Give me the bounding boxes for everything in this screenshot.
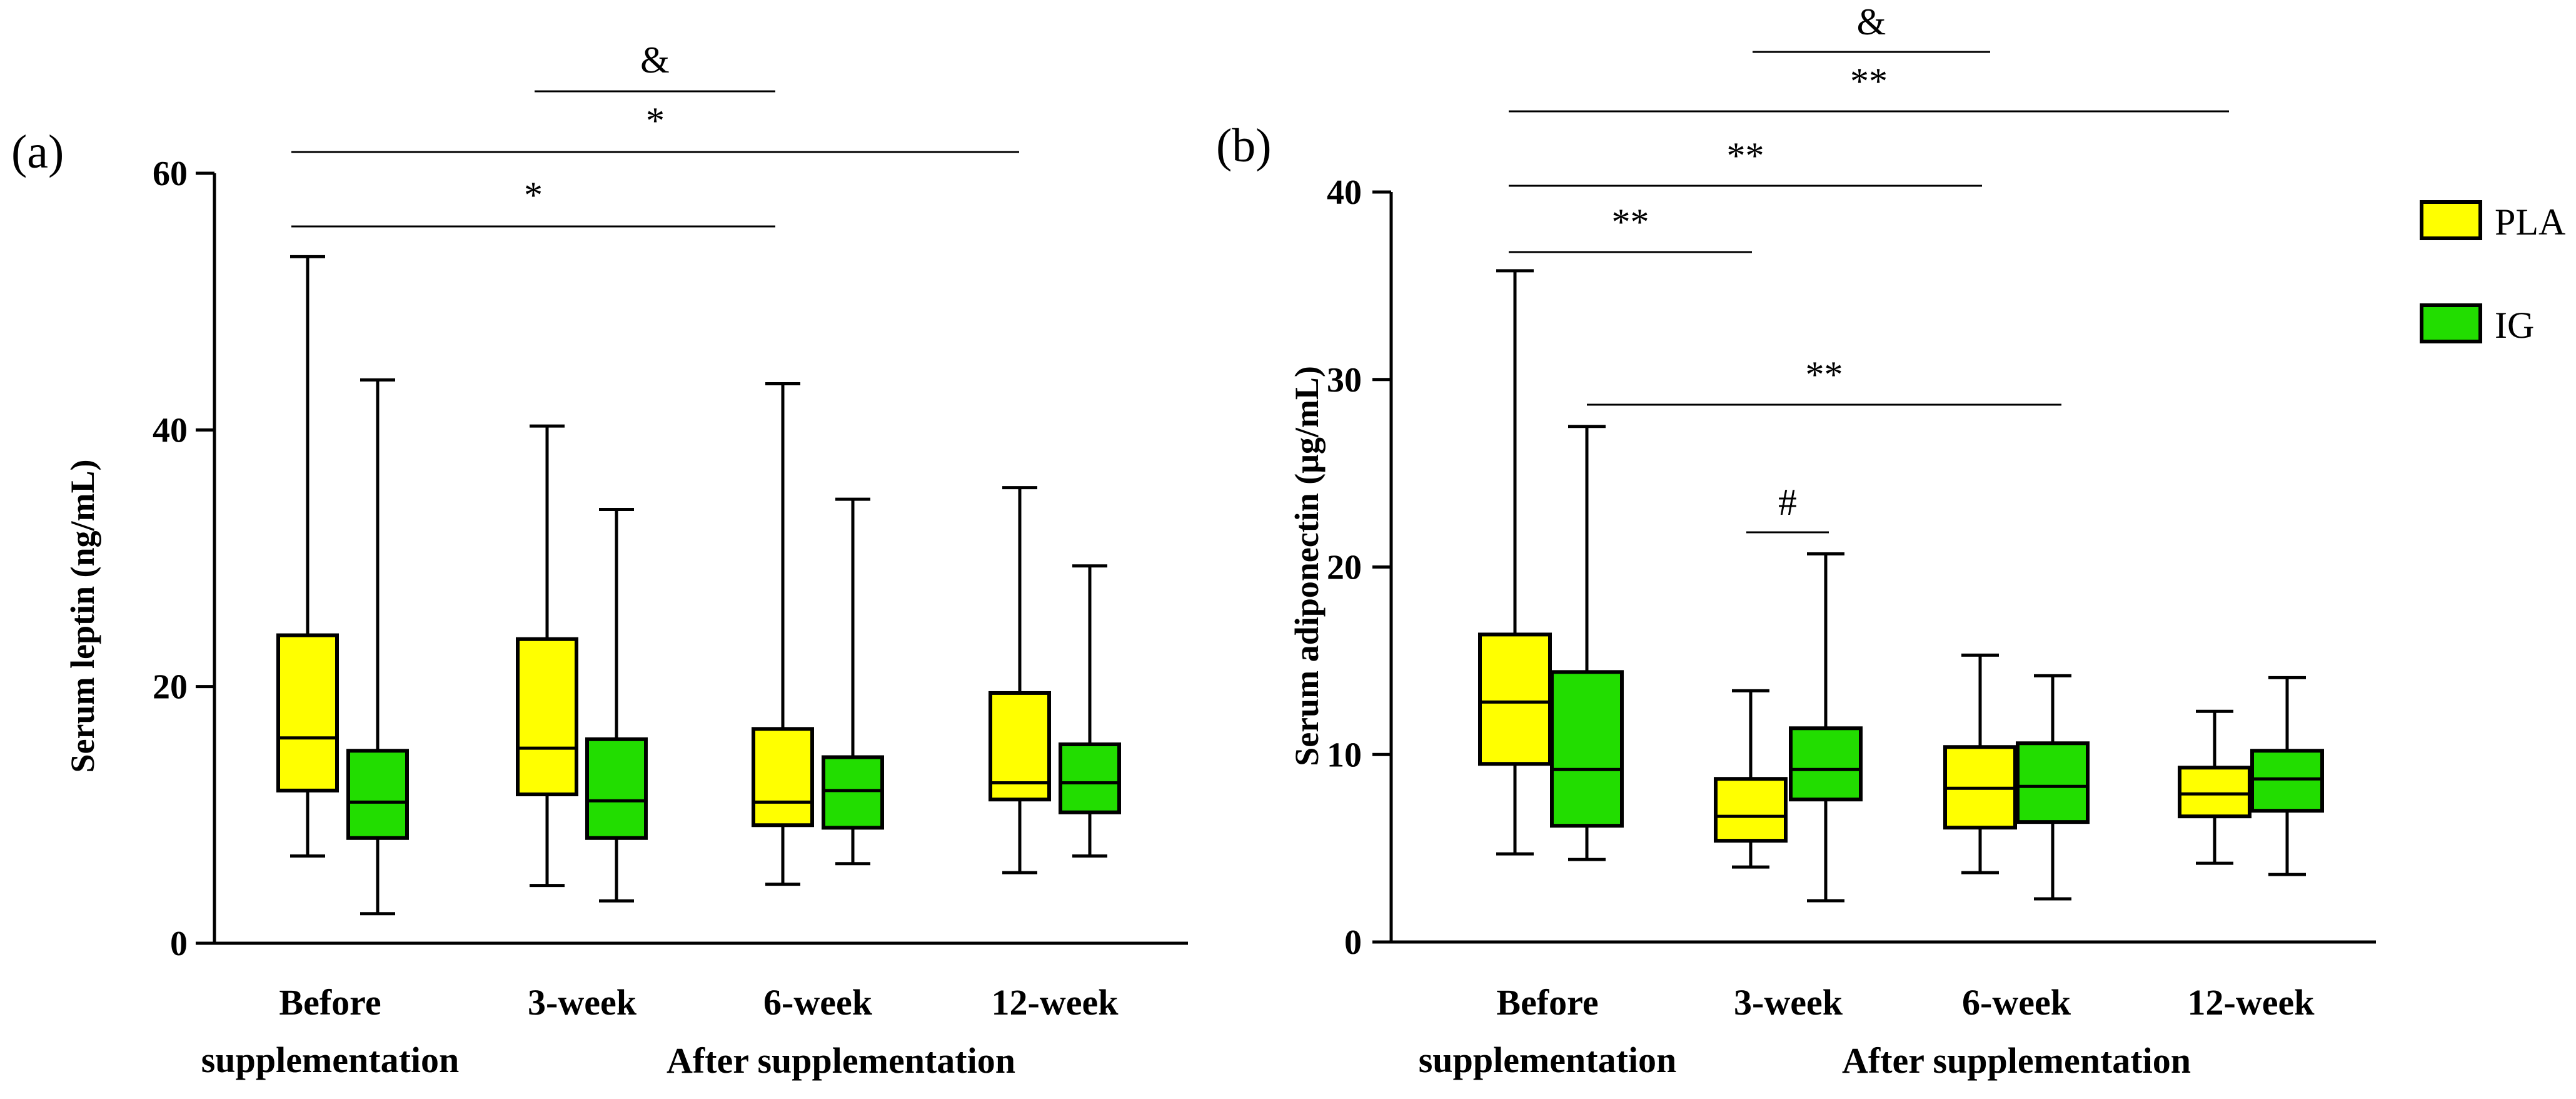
box-iqr (346, 749, 409, 840)
box-iqr (752, 727, 814, 828)
panel-b-category-label: Before (1496, 982, 1598, 1023)
panel-a-box-ig-1 (585, 508, 648, 903)
panel-b-box-pla-0 (1478, 269, 1552, 856)
panel-a-significance-label: * (646, 100, 665, 141)
legend-swatch-pla (2420, 200, 2482, 240)
panel-b-significance-label: ** (1806, 354, 1843, 395)
panel-b-box-ig-3 (2250, 676, 2324, 876)
panel-a-significance-label: & (640, 39, 670, 81)
box-iqr (1789, 726, 1863, 802)
panel-b-category-label: 6-week (1962, 982, 2071, 1023)
panel-a-y-tick-label: 40 (153, 411, 188, 450)
box-iqr (1550, 670, 1624, 828)
panel-b-y-tick-label: 20 (1327, 549, 1362, 587)
panel-b-category-label: 12-week (2188, 982, 2315, 1023)
panel-a-y-tick-label: 20 (153, 668, 188, 707)
panel-b-label: (b) (1216, 119, 1272, 172)
box-iqr (276, 633, 339, 793)
panel-b-box-pla-2 (1943, 653, 2017, 874)
panel-a-box-pla-0 (276, 255, 339, 858)
panel-a-x-axis-label: After supplementation (667, 1040, 1015, 1081)
legend-label-pla: PLA (2495, 201, 2565, 243)
panel-a-box-pla-1 (516, 424, 578, 888)
panel-a-category-label: supplementation (201, 1040, 460, 1080)
box-iqr (822, 755, 884, 830)
panel-a-category-label: 6-week (763, 982, 873, 1023)
panel-b-significance-label: ** (1850, 61, 1888, 102)
panel-a-label: (a) (11, 126, 64, 178)
panel-a-box-ig-0 (346, 378, 409, 916)
panel-a-box-pla-2 (752, 382, 814, 886)
panel-b-y-axis-label: Serum adiponectin (μg/mL) (1288, 366, 1326, 766)
box-iqr (1714, 777, 1788, 843)
panel-b-significance-label: & (1857, 1, 1886, 43)
panel-b-plot: 0 10 20 30 40 Before supplementation 3-week 6-we… (1327, 1, 2376, 1080)
panel-b-significance-label: # (1778, 482, 1797, 523)
panel-b-box-pla-3 (2178, 709, 2251, 865)
panel-a-plot: 0 20 40 60 Before supplementation 3-week 6-week… (153, 39, 1188, 1080)
box-iqr (585, 737, 648, 840)
panel-b-box-pla-1 (1714, 689, 1788, 869)
box-iqr (2016, 741, 2090, 824)
panel-b-category-label: supplementation (1419, 1040, 1677, 1080)
box-iqr (516, 637, 578, 797)
panel-b-y-tick-label: 40 (1327, 173, 1362, 212)
legend-swatch-ig (2420, 303, 2482, 343)
panel-a-y-tick-label: 0 (170, 924, 188, 963)
box-iqr (2178, 766, 2251, 819)
box-iqr (1059, 742, 1121, 814)
panel-a-box-ig-2 (822, 497, 884, 866)
panel-a-category-label: Before (279, 982, 381, 1023)
box-iqr (1478, 632, 1552, 766)
panel-b-significance-label: ** (1612, 201, 1649, 243)
panel-b-category-label: 3-week (1734, 982, 1843, 1023)
panel-a-y-axis-label: Serum leptin (ng/mL) (64, 459, 101, 772)
panel-b-y-tick-label: 30 (1327, 361, 1362, 400)
panel-b: (b) Serum adiponectin (μg/mL) 0 10 20 30 40 B… (1216, 1, 2376, 1081)
panel-a-box-pla-3 (989, 486, 1051, 874)
panel-b-box-ig-0 (1550, 425, 1624, 861)
panel-a-category-label: 3-week (528, 982, 637, 1023)
panel-b-x-axis-label: After supplementation (1842, 1040, 2191, 1081)
panel-a-y-tick-label: 60 (153, 154, 188, 193)
panel-b-y-tick-label: 10 (1327, 736, 1362, 774)
panel-a-category-label: 12-week (992, 982, 1119, 1023)
legend: PLA IG (2420, 200, 2565, 346)
panel-b-box-ig-1 (1789, 552, 1863, 903)
panel-a: (a) Serum leptin (ng/mL) 0 20 40 60 Before su… (11, 39, 1188, 1081)
panel-a-box-ig-3 (1059, 564, 1121, 858)
panel-b-box-ig-2 (2016, 674, 2090, 901)
box-iqr (2250, 749, 2324, 813)
panel-a-significance-label: * (524, 175, 543, 216)
legend-label-ig: IG (2495, 305, 2534, 346)
panel-b-significance-label: ** (1727, 135, 1764, 176)
panel-b-y-tick-label: 0 (1344, 923, 1362, 962)
